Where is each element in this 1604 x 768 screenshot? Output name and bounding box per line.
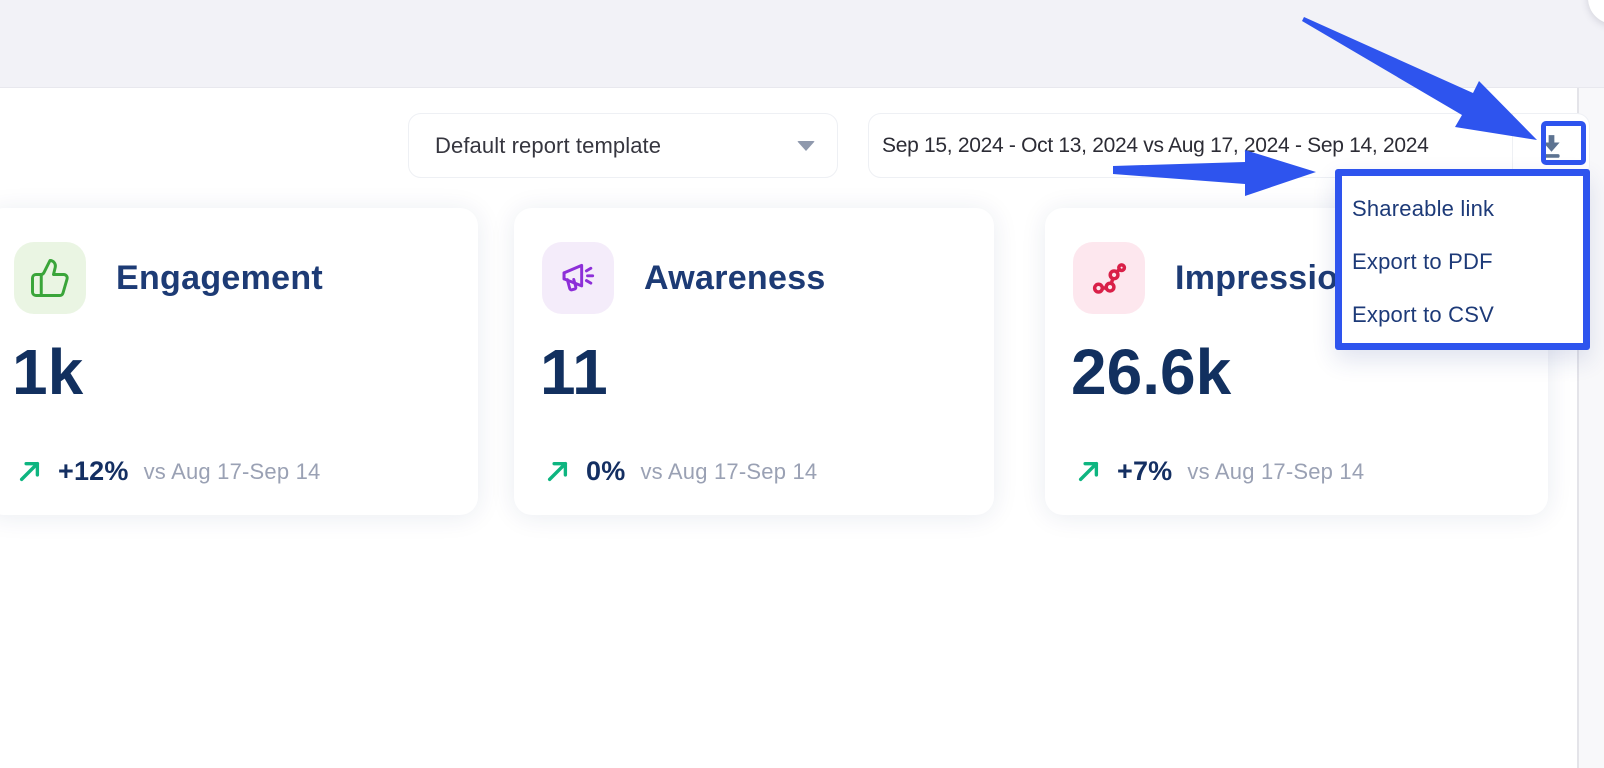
date-range-picker[interactable]: Sep 15, 2024 - Oct 13, 2024 vs Aug 17, 2… xyxy=(882,133,1429,157)
delta-percent: +7% xyxy=(1117,456,1173,486)
report-template-dropdown[interactable]: Default report template xyxy=(408,113,838,178)
share-nodes-icon xyxy=(1073,242,1145,314)
metric-value: 26.6k xyxy=(1071,336,1232,408)
comparison-period: vs Aug 17-Sep 14 xyxy=(1187,458,1365,484)
report-template-value: Default report template xyxy=(435,132,662,158)
metric-card-engagement: Engagement 1k +12% vs Aug 17-Sep 14 xyxy=(0,208,478,515)
chevron-down-icon xyxy=(797,140,815,151)
download-icon xyxy=(1542,135,1560,158)
menu-item-shareable-link[interactable]: Shareable link xyxy=(1352,196,1495,221)
menu-item-export-csv[interactable]: Export to CSV xyxy=(1352,302,1494,327)
trend-up-arrow-icon xyxy=(19,461,40,482)
delta-percent: 0% xyxy=(586,456,626,486)
metric-value: 1k xyxy=(12,336,84,408)
metric-card-title: Awareness xyxy=(644,258,826,297)
metric-value: 11 xyxy=(540,336,608,408)
comparison-period: vs Aug 17-Sep 14 xyxy=(640,458,818,484)
export-download-button[interactable] xyxy=(1512,114,1589,177)
top-bar xyxy=(0,0,1604,88)
delta-percent: +12% xyxy=(58,456,129,486)
date-range-control: Sep 15, 2024 - Oct 13, 2024 vs Aug 17, 2… xyxy=(868,113,1590,178)
trend-up-arrow-icon xyxy=(1078,461,1099,482)
menu-item-export-pdf[interactable]: Export to PDF xyxy=(1352,249,1493,274)
export-menu: Shareable link Export to PDF Export to C… xyxy=(1335,169,1590,350)
metric-card-awareness: Awareness 11 0% vs Aug 17-Sep 14 xyxy=(514,208,994,515)
metric-card-title: Engagement xyxy=(116,258,324,297)
megaphone-icon xyxy=(542,242,614,314)
thumbs-up-icon xyxy=(14,242,86,314)
trend-up-arrow-icon xyxy=(547,461,568,482)
comparison-period: vs Aug 17-Sep 14 xyxy=(143,458,321,484)
